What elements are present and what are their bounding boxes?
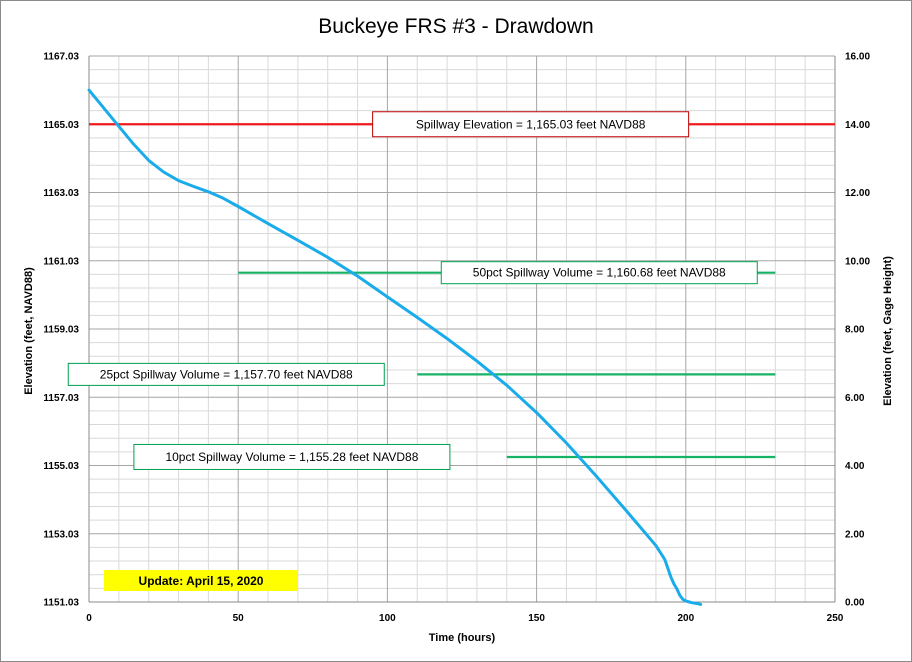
y2-tick-label: 16.00 bbox=[845, 52, 870, 63]
drawdown-line bbox=[87, 88, 703, 606]
reference-label-box bbox=[133, 443, 451, 470]
reference-label: 50pct Spillway Volume = 1,160.68 feet NA… bbox=[473, 266, 726, 280]
series-layer bbox=[87, 88, 703, 606]
y-tick-label: 1165.03 bbox=[43, 120, 79, 131]
x-tick-label: 50 bbox=[233, 613, 245, 624]
grid bbox=[88, 55, 836, 603]
annotation-labels: Spillway Elevation = 1,165.03 feet NAVD8… bbox=[67, 111, 758, 591]
y2-tick-label: 2.00 bbox=[845, 529, 865, 540]
y-tick-label: 1163.03 bbox=[43, 188, 79, 199]
x-tick-label: 100 bbox=[379, 613, 396, 624]
y2-axis-label: Elevation (feet, Gage Height) bbox=[882, 256, 894, 406]
y-tick-label: 1151.03 bbox=[43, 598, 79, 609]
update-badge bbox=[104, 570, 298, 591]
y-tick-label: 1167.03 bbox=[43, 52, 79, 63]
y2-tick-label: 8.00 bbox=[845, 325, 865, 336]
reference-label: Spillway Elevation = 1,165.03 feet NAVD8… bbox=[416, 117, 646, 131]
y-tick-label: 1153.03 bbox=[43, 529, 79, 540]
reference-label-box bbox=[67, 362, 385, 386]
reference-label-box bbox=[440, 261, 758, 285]
y-tick-label: 1159.03 bbox=[43, 325, 79, 336]
y2-tick-label: 4.00 bbox=[845, 461, 865, 472]
x-tick-label: 0 bbox=[86, 613, 92, 624]
y-tick-label: 1157.03 bbox=[43, 393, 79, 404]
y2-tick-label: 6.00 bbox=[845, 393, 865, 404]
x-tick-label: 150 bbox=[528, 613, 545, 624]
y-tick-label: 1161.03 bbox=[43, 256, 79, 267]
reference-label: 10pct Spillway Volume = 1,155.28 feet NA… bbox=[165, 450, 418, 464]
update-label: Update: April 15, 2020 bbox=[139, 574, 264, 588]
y2-tick-label: 12.00 bbox=[845, 188, 870, 199]
x-axis-label: Time (hours) bbox=[429, 632, 496, 644]
reference-label: 25pct Spillway Volume = 1,157.70 feet NA… bbox=[100, 367, 353, 381]
reference-label-box bbox=[372, 111, 690, 138]
y2-tick-label: 0.00 bbox=[845, 598, 865, 609]
y-axis-label: Elevation (feet, NAVD88) bbox=[23, 267, 35, 395]
y2-tick-label: 14.00 bbox=[845, 120, 870, 131]
chart-title: Buckeye FRS #3 - Drawdown bbox=[318, 15, 593, 38]
x-tick-label: 200 bbox=[677, 613, 694, 624]
axes: 1151.03 1153.03 1155.03 1157.03 1159.03 1161.… bbox=[43, 52, 870, 625]
y-tick-label: 1155.03 bbox=[43, 461, 79, 472]
y2-tick-label: 10.00 bbox=[845, 256, 870, 267]
x-tick-label: 250 bbox=[827, 613, 844, 624]
